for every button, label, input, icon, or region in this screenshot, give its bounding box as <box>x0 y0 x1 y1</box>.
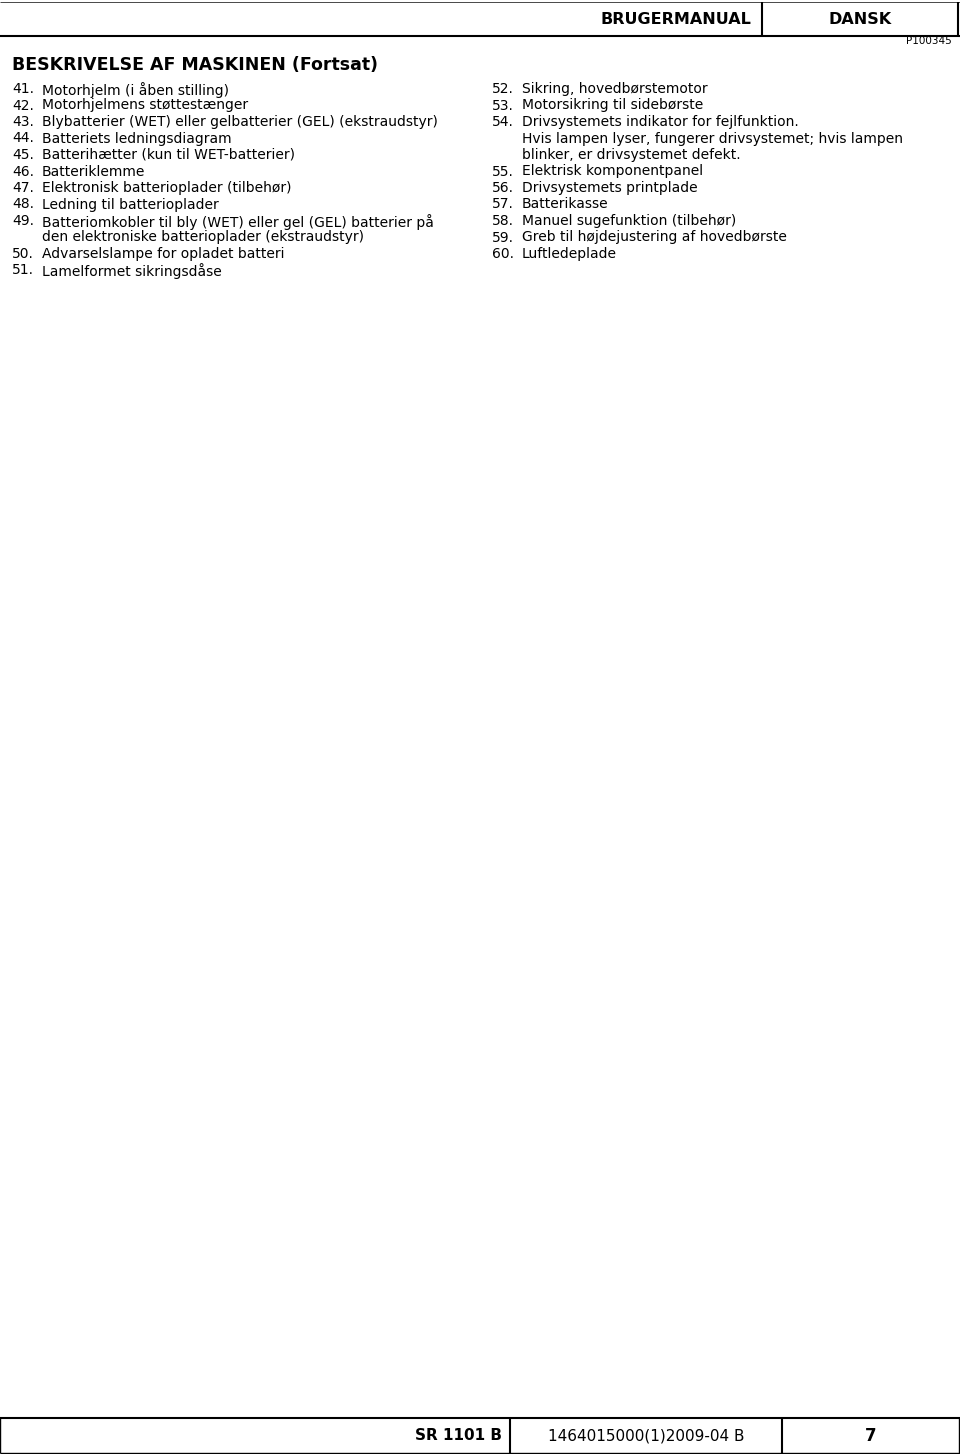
Text: 57.: 57. <box>492 198 514 211</box>
Text: 43.: 43. <box>12 115 34 129</box>
Text: den elektroniske batterioplader (ekstraudstyr): den elektroniske batterioplader (ekstrau… <box>42 231 364 244</box>
Text: 58.: 58. <box>492 214 514 228</box>
Text: 46.: 46. <box>12 164 34 179</box>
Text: P100345: P100345 <box>906 36 952 47</box>
Text: Ledning til batterioplader: Ledning til batterioplader <box>42 198 219 211</box>
Text: 49.: 49. <box>12 214 34 228</box>
Text: 54.: 54. <box>492 115 514 129</box>
Text: blinker, er drivsystemet defekt.: blinker, er drivsystemet defekt. <box>522 148 740 161</box>
Text: Advarselslampe for opladet batteri: Advarselslampe for opladet batteri <box>42 247 284 262</box>
Text: Manuel sugefunktion (tilbehør): Manuel sugefunktion (tilbehør) <box>522 214 736 228</box>
Text: 47.: 47. <box>12 180 34 195</box>
Text: Sikring, hovedbørstemotor: Sikring, hovedbørstemotor <box>522 81 708 96</box>
Text: Greb til højdejustering af hovedbørste: Greb til højdejustering af hovedbørste <box>522 231 787 244</box>
Text: Motorsikring til sidebørste: Motorsikring til sidebørste <box>522 99 704 112</box>
Text: BESKRIVELSE AF MASKINEN (Fortsat): BESKRIVELSE AF MASKINEN (Fortsat) <box>12 57 378 74</box>
Text: 55.: 55. <box>492 164 514 179</box>
Text: Batteriets ledningsdiagram: Batteriets ledningsdiagram <box>42 131 231 145</box>
Text: 60.: 60. <box>492 247 514 262</box>
Text: Luftledeplade: Luftledeplade <box>522 247 617 262</box>
Text: 7: 7 <box>865 1426 876 1445</box>
Text: 52.: 52. <box>492 81 514 96</box>
Text: Batteriklemme: Batteriklemme <box>42 164 145 179</box>
Text: 44.: 44. <box>12 131 34 145</box>
Text: Motorhjelmens støttestænger: Motorhjelmens støttestænger <box>42 99 248 112</box>
Text: Drivsystemets printplade: Drivsystemets printplade <box>522 180 698 195</box>
Text: 53.: 53. <box>492 99 514 112</box>
Text: 41.: 41. <box>12 81 34 96</box>
Text: 48.: 48. <box>12 198 34 211</box>
Text: DANSK: DANSK <box>828 12 892 26</box>
Text: 1464015000(1)2009-04 B: 1464015000(1)2009-04 B <box>548 1428 744 1444</box>
Text: Batteriomkobler til bly (WET) eller gel (GEL) batterier på: Batteriomkobler til bly (WET) eller gel … <box>42 214 434 230</box>
Text: 42.: 42. <box>12 99 34 112</box>
Text: 45.: 45. <box>12 148 34 161</box>
Text: 51.: 51. <box>12 263 34 278</box>
Text: SR 1101 B: SR 1101 B <box>415 1428 502 1444</box>
Text: Blybatterier (WET) eller gelbatterier (GEL) (ekstraudstyr): Blybatterier (WET) eller gelbatterier (G… <box>42 115 438 129</box>
Text: 56.: 56. <box>492 180 514 195</box>
Text: Motorhjelm (i åben stilling): Motorhjelm (i åben stilling) <box>42 81 229 97</box>
Text: 50.: 50. <box>12 247 34 262</box>
Text: Elektrisk komponentpanel: Elektrisk komponentpanel <box>522 164 703 179</box>
Text: Batterikasse: Batterikasse <box>522 198 609 211</box>
Text: Drivsystemets indikator for fejlfunktion.: Drivsystemets indikator for fejlfunktion… <box>522 115 799 129</box>
Text: Batterihætter (kun til WET-batterier): Batterihætter (kun til WET-batterier) <box>42 148 295 161</box>
Text: Elektronisk batterioplader (tilbehør): Elektronisk batterioplader (tilbehør) <box>42 180 292 195</box>
Text: BRUGERMANUAL: BRUGERMANUAL <box>600 12 751 26</box>
Text: Hvis lampen lyser, fungerer drivsystemet; hvis lampen: Hvis lampen lyser, fungerer drivsystemet… <box>522 131 903 145</box>
Text: 59.: 59. <box>492 231 514 244</box>
Text: Lamelformet sikringsdåse: Lamelformet sikringsdåse <box>42 263 222 279</box>
